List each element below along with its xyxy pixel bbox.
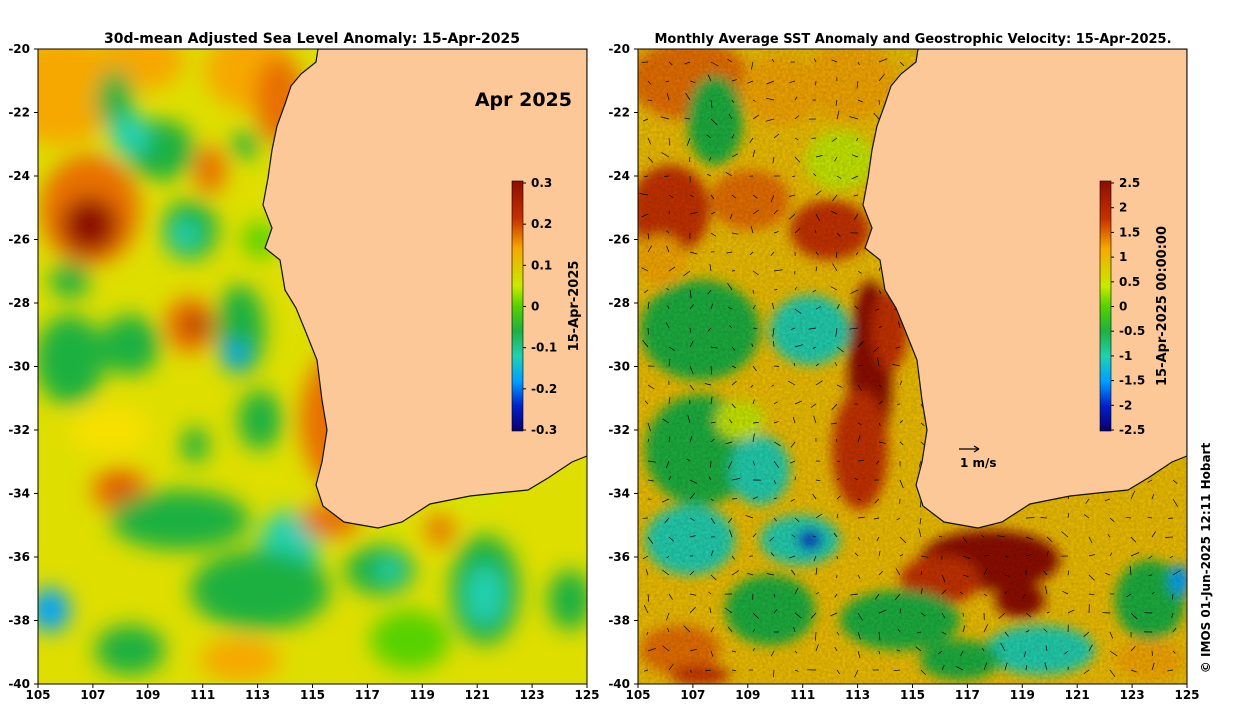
colorbar-tick-label: 1.5 bbox=[1119, 225, 1140, 239]
colorbar-tick-label: 2 bbox=[1119, 201, 1127, 215]
x-tick-label: 123 bbox=[520, 688, 545, 702]
y-tick-label: -40 bbox=[608, 677, 630, 691]
sla-colorbar-label: 15-Apr-2025 bbox=[567, 261, 582, 352]
y-tick-label: -20 bbox=[8, 42, 30, 56]
colorbar-tick-label: -0.5 bbox=[1119, 324, 1145, 338]
colorbar-tick-label: 0.3 bbox=[531, 176, 552, 190]
x-tick-label: 123 bbox=[1120, 688, 1145, 702]
x-tick-label: 109 bbox=[135, 688, 160, 702]
velocity-scale-label: 1 m/s bbox=[960, 456, 997, 470]
x-tick-label: 119 bbox=[410, 688, 435, 702]
sst-map-title: Monthly Average SST Anomaly and Geostrop… bbox=[654, 32, 1171, 47]
colorbar-tick-label: -1 bbox=[1119, 349, 1132, 363]
velocity-scale-key: 1 m/s bbox=[959, 445, 997, 470]
x-tick-label: 107 bbox=[680, 688, 705, 702]
colorbar-tick-label: 0 bbox=[531, 300, 539, 314]
y-tick-label: -30 bbox=[8, 360, 30, 374]
y-tick-label: -24 bbox=[8, 169, 30, 183]
colorbar-tick-label: 1 bbox=[1119, 250, 1127, 264]
x-tick-label: 105 bbox=[625, 688, 650, 702]
y-tick-label: -24 bbox=[608, 169, 630, 183]
y-tick-label: -20 bbox=[608, 42, 630, 56]
x-tick-label: 117 bbox=[355, 688, 380, 702]
sla-map-panel: 30d-mean Adjusted Sea Level Anomaly: 15-… bbox=[8, 31, 599, 702]
sla-map-title: 30d-mean Adjusted Sea Level Anomaly: 15-… bbox=[104, 31, 520, 47]
x-tick-label: 121 bbox=[1065, 688, 1090, 702]
x-tick-label: 119 bbox=[1010, 688, 1035, 702]
sla-axis-ticks: 105 107 109 111 113 115 117 119 121 123 125 -20 -22 -… bbox=[8, 42, 599, 702]
month-inset-label: Apr 2025 bbox=[475, 89, 572, 111]
x-tick-label: 125 bbox=[1174, 688, 1199, 702]
x-tick-label: 111 bbox=[790, 688, 815, 702]
x-tick-label: 125 bbox=[574, 688, 599, 702]
y-tick-label: -32 bbox=[8, 423, 30, 437]
colorbar-tick-label: -0.3 bbox=[531, 423, 557, 437]
y-tick-label: -22 bbox=[8, 106, 30, 120]
colorbar-tick-label: 2.5 bbox=[1119, 176, 1140, 190]
x-tick-label: 115 bbox=[900, 688, 925, 702]
sst-axis-ticks: 105 107 109 111 113 115 117 119 121 123 125-20-22-… bbox=[608, 42, 1199, 702]
sla-colorbar: 0.3 0.2 0.1 0 -0.1 -0.2 -0.3 15-Apr-2025 bbox=[511, 176, 582, 437]
y-tick-label: -32 bbox=[608, 423, 630, 437]
x-tick-label: 113 bbox=[245, 688, 270, 702]
y-tick-label: -22 bbox=[608, 106, 630, 120]
colorbar-tick-label: 0.1 bbox=[531, 258, 552, 272]
x-tick-label: 115 bbox=[300, 688, 325, 702]
y-tick-label: -28 bbox=[608, 296, 630, 310]
y-tick-label: -26 bbox=[8, 233, 30, 247]
y-tick-label: -38 bbox=[8, 614, 30, 628]
x-tick-label: 111 bbox=[190, 688, 215, 702]
y-tick-label: -28 bbox=[8, 296, 30, 310]
colorbar-tick-label: -0.2 bbox=[531, 382, 557, 396]
colorbar-tick-label: 0 bbox=[1119, 300, 1127, 314]
y-tick-label: -38 bbox=[608, 614, 630, 628]
x-tick-label: 117 bbox=[955, 688, 980, 702]
y-tick-label: -36 bbox=[608, 550, 630, 564]
sst-colorbar-label: 15-Apr-2025 00:00:00 bbox=[1155, 226, 1170, 386]
colorbar-tick-label: -1.5 bbox=[1119, 374, 1145, 388]
y-tick-label: -34 bbox=[608, 487, 630, 501]
colorbar-tick-label: 0.5 bbox=[1119, 275, 1140, 289]
sst-map-panel: Monthly Average SST Anomaly and Geostrop… bbox=[608, 32, 1199, 702]
australia-land-left bbox=[262, 49, 587, 529]
x-tick-label: 105 bbox=[25, 688, 50, 702]
y-tick-label: -40 bbox=[8, 677, 30, 691]
x-tick-label: 107 bbox=[80, 688, 105, 702]
y-tick-label: -34 bbox=[8, 487, 30, 501]
imos-credit: © IMOS 01-Jun-2025 12:11 Hobart bbox=[1199, 443, 1213, 674]
colorbar-tick-label: -2 bbox=[1119, 398, 1132, 412]
colorbar-tick-label: -0.1 bbox=[531, 341, 557, 355]
x-tick-label: 113 bbox=[845, 688, 870, 702]
colorbar-tick-label: 0.2 bbox=[531, 217, 552, 231]
y-tick-label: -36 bbox=[8, 550, 30, 564]
sst-colorbar: 2.5 2 1.5 1 0.5 0 -0.5 -1 -1.5 -2 -2.5 15-Apr-2025… bbox=[1099, 176, 1170, 437]
y-tick-label: -30 bbox=[608, 360, 630, 374]
x-tick-label: 109 bbox=[735, 688, 760, 702]
y-tick-label: -26 bbox=[608, 233, 630, 247]
x-tick-label: 121 bbox=[465, 688, 490, 702]
colorbar-tick-label: -2.5 bbox=[1119, 423, 1145, 437]
